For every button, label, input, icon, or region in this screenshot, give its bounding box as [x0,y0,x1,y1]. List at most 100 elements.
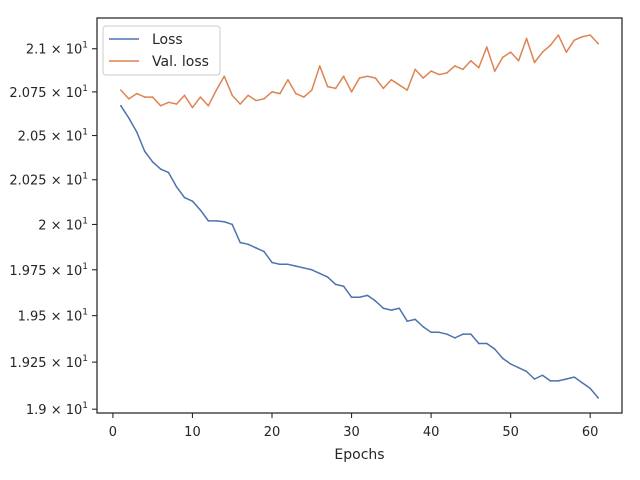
data-point-loss [462,333,464,335]
data-point-loss [342,285,345,288]
data-point-loss [358,296,361,299]
data-point-val-loss [541,51,544,53]
data-point-val-loss [533,61,536,64]
series-layer [120,34,599,399]
data-point-val-loss [279,92,281,95]
data-point-loss [414,318,416,321]
x-tick-label: 20 [264,425,281,440]
x-tick-label: 60 [582,425,599,440]
data-point-val-loss [247,94,249,97]
data-point-loss [541,374,544,377]
x-axis-title: Epochs [334,447,384,463]
data-point-loss [318,272,321,275]
x-tick-label: 50 [502,425,519,440]
data-point-val-loss [151,96,154,98]
data-point-loss [446,333,448,335]
legend-label-loss: Loss [152,32,183,48]
data-point-val-loss [366,75,369,78]
data-point-loss [239,241,241,244]
data-point-val-loss [271,91,273,93]
data-point-loss [303,267,305,269]
data-point-val-loss [342,75,345,78]
data-point-loss [565,378,568,380]
data-point-loss [493,348,496,350]
data-point-val-loss [501,56,504,59]
data-point-loss [223,220,226,223]
y-tick-label: 2.075 × 101 [9,84,88,101]
data-point-loss [589,387,591,390]
data-point-val-loss [287,78,289,81]
data-point-val-loss [430,70,432,72]
x-tick-label: 30 [343,425,360,440]
data-point-loss [573,376,576,378]
x-tick-label: 0 [109,425,117,440]
data-point-loss [597,397,599,399]
data-point-val-loss [374,77,377,79]
data-point-val-loss [183,94,186,97]
data-point-val-loss [326,85,329,88]
data-point-loss [581,381,584,384]
y-tick-label: 1.9 × 101 [26,401,88,418]
data-point-val-loss [207,104,210,107]
data-point-val-loss [414,68,416,71]
data-point-val-loss [581,35,584,38]
data-point-loss [310,268,313,271]
x-tick-label: 10 [184,425,201,440]
data-point-loss [438,331,440,334]
y-tick-label: 1.95 × 101 [18,308,88,325]
data-point-val-loss [310,89,313,91]
data-point-loss [135,131,138,133]
y-tick-label: 2.025 × 101 [9,172,88,189]
data-point-loss [382,307,385,310]
data-point-loss [517,366,520,369]
legend-label-val-loss: Val. loss [152,54,209,70]
data-point-loss [525,370,528,373]
data-point-loss [350,296,353,299]
data-point-val-loss [191,106,194,109]
data-point-val-loss [350,91,353,93]
data-point-val-loss [573,39,576,41]
data-point-loss [366,294,369,297]
data-point-val-loss [478,66,480,69]
data-point-loss [263,250,265,253]
data-point-loss [159,168,162,170]
data-point-val-loss [509,51,512,53]
data-point-loss [271,261,273,264]
data-point-loss [557,380,560,382]
data-point-val-loss [589,34,591,36]
legend: Loss Val. loss [102,25,221,76]
data-point-val-loss [215,89,218,91]
data-point-val-loss [143,96,146,98]
data-point-val-loss [223,75,226,78]
data-point-loss [430,331,432,334]
data-point-loss [422,325,424,328]
data-point-val-loss [493,70,496,72]
data-point-loss [470,333,472,335]
data-point-loss [398,307,401,310]
y-tick-label: 1.925 × 101 [9,354,88,371]
data-point-loss [334,283,337,286]
data-point-loss [175,186,178,188]
data-point-loss [255,247,257,249]
data-point-loss [128,117,130,119]
data-point-val-loss [334,87,337,90]
data-point-val-loss [454,65,456,67]
data-point-val-loss [295,92,297,95]
data-point-val-loss [128,98,130,100]
data-point-loss [533,378,536,380]
data-point-val-loss [239,103,241,105]
data-point-val-loss [485,46,488,48]
data-point-val-loss [263,98,265,100]
data-point-val-loss [470,59,472,62]
data-point-loss [207,220,210,222]
data-point-loss [549,380,552,382]
data-point-loss [509,363,512,365]
data-point-loss [247,243,249,246]
data-point-val-loss [517,59,520,62]
data-point-loss [406,320,409,323]
data-point-val-loss [398,84,401,86]
data-point-val-loss [358,77,361,79]
y-tick-label: 2 × 101 [38,216,88,233]
data-point-loss [151,161,154,163]
